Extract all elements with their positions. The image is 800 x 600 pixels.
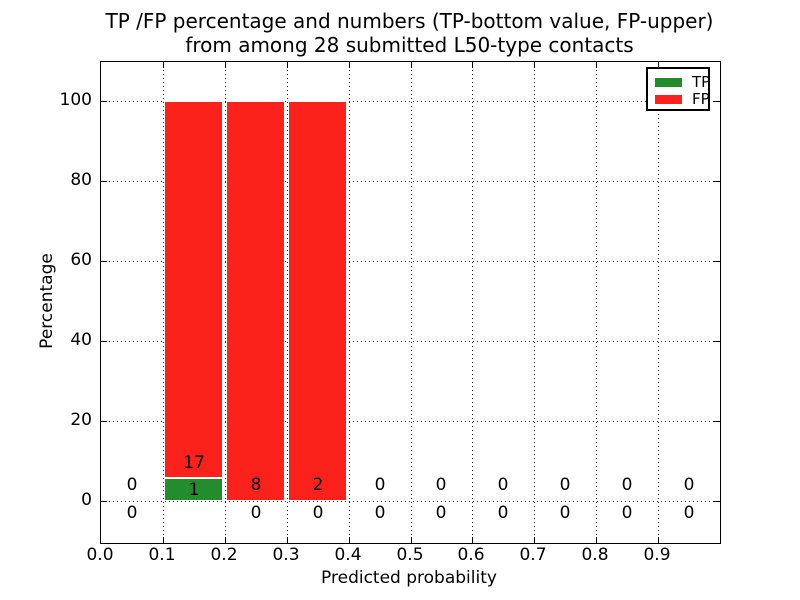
x-tick-mark: [163, 537, 164, 543]
y-gridline: [101, 261, 720, 262]
x-tick-mark-top: [472, 62, 473, 68]
x-tick-label: 0.4: [334, 545, 362, 565]
x-tick-mark-top: [596, 62, 597, 68]
chart-title-line2: from among 28 submitted L50-type contact…: [185, 33, 634, 57]
bar-fp-bin-0.1-0.2: [164, 101, 223, 478]
y-tick-mark-right: [714, 261, 720, 262]
tp-count-label: 1: [188, 480, 200, 500]
x-tick-mark-top: [658, 62, 659, 68]
y-tick-label: 100: [59, 90, 92, 110]
tp-count-label: 0: [621, 503, 633, 523]
legend-item-tp: TP: [655, 73, 711, 91]
bar-tp-bin-0.1-0.2: [164, 478, 223, 501]
y-tick-mark-right: [714, 421, 720, 422]
chart-title-line1: TP /FP percentage and numbers (TP-bottom…: [105, 9, 714, 33]
tp-swatch-icon: [655, 77, 682, 87]
x-tick-mark-top: [534, 62, 535, 68]
x-tick-mark: [658, 537, 659, 543]
legend-label-fp: FP: [692, 90, 710, 108]
x-tick-mark: [596, 537, 597, 543]
fp-count-label: 17: [183, 453, 205, 473]
y-tick-label: 60: [70, 250, 92, 270]
fp-count-label: 0: [559, 475, 571, 495]
x-gridline: [287, 62, 288, 543]
plot-area: 0 17 8 2 0 0 0 0 0 0 0 1 0 0 0 0 0 0 0 0…: [100, 61, 721, 544]
x-tick-mark: [411, 537, 412, 543]
x-tick-mark-top: [287, 62, 288, 68]
x-gridline: [534, 62, 535, 543]
x-tick-mark: [225, 537, 226, 543]
x-gridline: [163, 62, 164, 543]
bar-fp-bin-0.2-0.3: [226, 101, 285, 501]
y-axis-label: Percentage: [37, 253, 57, 349]
fp-count-label: 0: [497, 475, 509, 495]
legend: TP FP: [646, 67, 710, 111]
x-tick-mark-top: [225, 62, 226, 68]
x-tick-mark: [472, 537, 473, 543]
x-gridline: [472, 62, 473, 543]
y-tick-mark-right: [714, 341, 720, 342]
y-tick-label: 0: [81, 490, 92, 510]
tp-count-label: 0: [559, 503, 571, 523]
x-tick-label: 0.5: [396, 545, 424, 565]
x-tick-label: 0.3: [272, 545, 300, 565]
y-tick-label: 20: [70, 410, 92, 430]
legend-item-fp: FP: [655, 90, 710, 108]
fp-count-label: 0: [683, 475, 695, 495]
fp-count-label: 0: [374, 475, 386, 495]
x-tick-mark-top: [411, 62, 412, 68]
y-gridline: [101, 421, 720, 422]
x-tick-mark: [349, 537, 350, 543]
x-gridline: [411, 62, 412, 543]
y-tick-mark: [101, 341, 107, 342]
x-tick-label: 0.7: [519, 545, 547, 565]
y-tick-mark: [101, 501, 107, 502]
y-tick-mark-right: [714, 101, 720, 102]
x-axis-label: Predicted probability: [321, 568, 497, 588]
y-tick-mark: [101, 421, 107, 422]
tp-count-label: 0: [435, 503, 447, 523]
x-tick-label: 0.9: [643, 545, 671, 565]
y-tick-mark: [101, 181, 107, 182]
tp-count-label: 0: [312, 503, 324, 523]
fp-count-label: 8: [250, 475, 262, 495]
y-gridline: [101, 501, 720, 502]
x-gridline: [596, 62, 597, 543]
x-tick-mark-top: [163, 62, 164, 68]
fp-count-label: 2: [312, 475, 324, 495]
x-gridline: [658, 62, 659, 543]
x-tick-label: 0.2: [210, 545, 238, 565]
y-gridline: [101, 181, 720, 182]
bar-fp-bin-0.3-0.4: [288, 101, 347, 501]
y-tick-mark-right: [714, 501, 720, 502]
x-tick-mark: [534, 537, 535, 543]
tp-count-label: 0: [126, 503, 138, 523]
fp-count-label: 0: [435, 475, 447, 495]
x-tick-mark-top: [349, 62, 350, 68]
y-tick-mark: [101, 101, 107, 102]
x-tick-label: 0.6: [457, 545, 485, 565]
x-tick-label: 0.1: [148, 545, 176, 565]
y-tick-mark: [101, 261, 107, 262]
tp-count-label: 0: [683, 503, 695, 523]
fp-count-label: 0: [621, 475, 633, 495]
y-tick-label: 80: [70, 170, 92, 190]
fp-swatch-icon: [655, 94, 682, 104]
x-tick-label: 0.0: [86, 545, 114, 565]
tp-count-label: 0: [497, 503, 509, 523]
y-tick-label: 40: [70, 330, 92, 350]
x-gridline: [349, 62, 350, 543]
x-gridline: [225, 62, 226, 543]
tp-count-label: 0: [250, 503, 262, 523]
y-tick-mark-right: [714, 181, 720, 182]
chart-title: TP /FP percentage and numbers (TP-bottom…: [100, 9, 719, 57]
legend-label-tp: TP: [692, 73, 711, 91]
y-gridline: [101, 341, 720, 342]
y-gridline: [101, 101, 720, 102]
x-tick-mark: [287, 537, 288, 543]
x-tick-label: 0.8: [581, 545, 609, 565]
tp-count-label: 0: [374, 503, 386, 523]
fp-count-label: 0: [126, 475, 138, 495]
